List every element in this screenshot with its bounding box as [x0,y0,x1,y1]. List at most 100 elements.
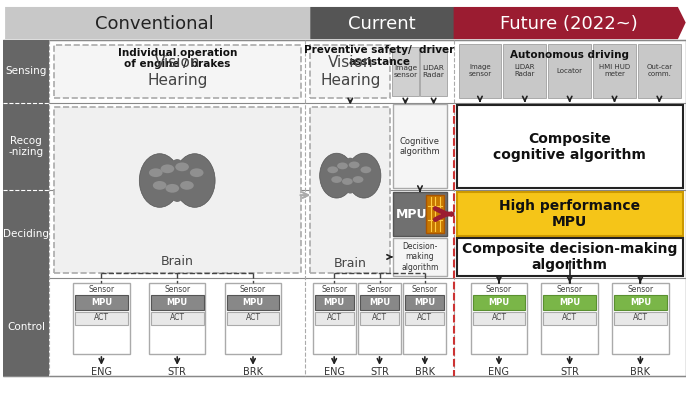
Text: Image
sensor: Image sensor [393,65,417,78]
Bar [470,283,527,354]
Ellipse shape [139,154,180,207]
Ellipse shape [180,181,194,190]
Bar [638,44,681,97]
Bar [543,312,596,325]
Text: STR: STR [168,367,187,377]
Bar [403,283,447,354]
Bar [313,283,356,354]
Bar [593,44,636,97]
Ellipse shape [349,162,360,168]
Text: BRK: BRK [415,367,435,377]
Bar [456,105,682,188]
Text: ACT: ACT [417,314,433,322]
Text: Current: Current [348,14,415,32]
Text: ACT: ACT [491,314,507,322]
Text: MPU: MPU [396,208,428,221]
Text: Sensor: Sensor [556,285,582,294]
Text: Sensor: Sensor [321,285,347,294]
Text: MPU: MPU [167,298,188,307]
Ellipse shape [360,166,371,173]
Bar [4,278,49,375]
Text: LIDAR
Radar: LIDAR Radar [423,65,445,78]
Bar [421,47,447,96]
Text: Sensor: Sensor [486,285,512,294]
Text: ACT: ACT [633,314,648,322]
Text: Autonomous driving: Autonomous driving [510,50,629,60]
Bar [503,44,546,97]
Ellipse shape [175,162,189,171]
Polygon shape [310,7,471,39]
Bar [426,195,444,233]
Ellipse shape [320,153,354,198]
Text: Sensor: Sensor [88,285,115,294]
Bar [548,44,591,97]
Text: Cognitive
algorithm: Cognitive algorithm [400,137,440,156]
Text: Vision
Hearing: Vision Hearing [147,55,207,87]
Bar [4,190,49,278]
Bar [315,295,354,310]
Bar [543,295,596,310]
Text: Sensor: Sensor [367,285,393,294]
Text: ENG: ENG [489,367,510,377]
Ellipse shape [190,168,204,177]
Ellipse shape [149,168,162,177]
Text: MPU: MPU [91,298,112,307]
Bar [315,312,354,325]
Bar [392,47,419,96]
Text: Sensor: Sensor [627,285,653,294]
Ellipse shape [167,159,188,202]
Text: Control: Control [7,322,45,332]
Bar [458,44,501,97]
Text: Deciding: Deciding [3,229,49,239]
Ellipse shape [353,176,363,183]
Text: BRK: BRK [243,367,263,377]
Text: MPU: MPU [242,298,264,307]
Text: High performance
MPU: High performance MPU [499,199,640,229]
Text: ACT: ACT [327,314,342,322]
Ellipse shape [174,154,215,207]
Bar [4,103,49,190]
Bar [151,312,204,325]
Text: MPU: MPU [489,298,510,307]
Bar [225,283,281,354]
Text: Vision
Hearing: Vision Hearing [320,55,381,87]
Bar [4,40,49,103]
Text: Composite decision-making
algorithm: Composite decision-making algorithm [462,242,678,272]
Text: Brain: Brain [334,257,367,270]
Bar [151,295,204,310]
Ellipse shape [337,162,348,169]
Text: Sensor: Sensor [412,285,438,294]
Bar [473,312,525,325]
Text: Preventive safety/  driver
assistance: Preventive safety/ driver assistance [304,45,455,67]
Bar [456,238,682,276]
Text: Out-car
comm.: Out-car comm. [646,64,673,77]
Text: Composite
cognitive algorithm: Composite cognitive algorithm [494,132,646,162]
Bar [75,312,127,325]
Text: STR: STR [370,367,389,377]
Text: Future (2022~): Future (2022~) [500,14,638,32]
Polygon shape [5,7,330,39]
Bar [54,107,300,273]
Ellipse shape [165,184,179,193]
Text: Locator: Locator [556,68,582,74]
Bar [541,283,598,354]
Text: HMI HUD
meter: HMI HUD meter [599,64,630,77]
Bar [358,283,401,354]
Bar [360,312,399,325]
Bar [75,295,127,310]
Text: Sensing: Sensing [6,66,47,76]
Bar [73,283,130,354]
Text: Decision-
making
algorithm: Decision- making algorithm [401,242,439,272]
Bar [405,295,444,310]
Text: MPU: MPU [369,298,390,307]
Ellipse shape [160,164,174,173]
Bar [473,295,525,310]
Bar [393,104,447,188]
Text: Sensor: Sensor [240,285,266,294]
Ellipse shape [153,181,167,190]
Text: LIDAR
Radar: LIDAR Radar [514,64,535,77]
Text: Sensor: Sensor [164,285,190,294]
Bar [393,238,447,276]
Text: BRK: BRK [631,367,650,377]
Bar [227,295,279,310]
